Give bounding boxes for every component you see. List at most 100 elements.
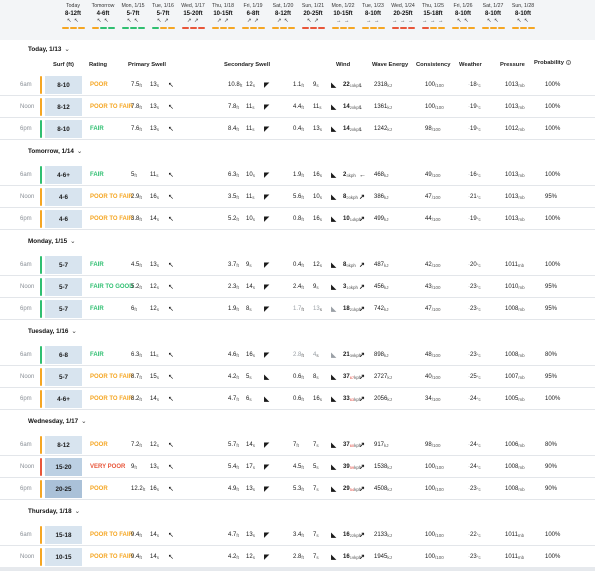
info-icon[interactable]: i <box>565 60 571 65</box>
secondary-swell-direction-icon: ◤ <box>264 464 270 471</box>
forecast-row[interactable]: 6pm 5-7 FAIR 6 ft 12 s ↖ 1.9 ft 8 s ◤ 1.7 ft 13 s ◣ 18 21 kp… <box>0 298 595 320</box>
secondary-swell-period: 14 s <box>246 284 255 290</box>
day-surf-range: 8-10ft <box>484 11 501 17</box>
primary-swell-period: 14 s <box>150 532 159 538</box>
wind-direction-icons: ↗ ↗ <box>186 18 200 24</box>
tertiary-swell-height: 4.4 ft <box>293 104 304 110</box>
secondary-swell-height: 5.2 ft <box>228 216 239 222</box>
chevron-down-icon[interactable]: ⌄ <box>76 148 83 155</box>
forecast-row[interactable]: 6pm 8-10 FAIR 7.6 ft 13 s ↖ 8.4 ft 11 s ◤ 0.4 ft 13 s ◣ 14… <box>0 118 595 140</box>
forecast-row[interactable]: Noon 5-7 POOR TO FAIR 8.7 ft 15 s ↖ 4.2 ft 5 s ◣ 0.6 f… <box>0 366 595 388</box>
tertiary-swell-height: 7 ft <box>293 442 299 448</box>
weather-temp: · 16 °c <box>468 172 481 178</box>
day-strip-item[interactable]: Sat, 1/20 8-12ft ↗ ↖ <box>268 3 298 37</box>
unit-kj: kJ <box>384 194 389 200</box>
tertiary-swell-direction-icon: ◣ <box>331 532 337 539</box>
forecast-row[interactable]: Noon 15-20 VERY POOR 9 ft 13 s ↖ 5.4 ft 17 s ◤ 4.5 ft 5… <box>0 456 595 478</box>
column-header-weather: Weather <box>459 62 482 68</box>
surf-height: 15-20 <box>45 458 82 476</box>
forecast-row[interactable]: 6pm 4-6+ POOR TO FAIR 8.2 ft 14 s ↖ 4.7 ft 6 s ◣ 0.6 f… <box>0 388 595 410</box>
day-strip-item[interactable]: Thu, 1/25 15-18ft → → → <box>418 3 448 37</box>
wind-direction-icons: → → <box>335 18 351 24</box>
forecast-row[interactable]: 6pm 4-6 POOR TO FAIR 3.8 ft 14 s ↖ 5.2 ft 10 s ◤ 0.8 f… <box>0 208 595 230</box>
primary-swell-height: 2.9 ft <box>131 194 142 200</box>
forecast-row[interactable]: 6am 5-7 FAIR 4.5 ft 13 s ↖ 3.7 ft 9 s ◤ 0.4 ft 12 s ◣ 8 9 kp… <box>0 254 595 276</box>
day-section-header[interactable]: Tomorrow, 1/14 ⌄ <box>28 148 82 155</box>
wind-gust: 21 <box>349 306 355 312</box>
rating-bar <box>219 27 227 29</box>
wind-speed-value: 39 <box>343 464 350 470</box>
unit-ft: ft <box>301 216 304 222</box>
forecast-row[interactable]: Noon 4-6 POOR TO FAIR 2.9 ft 16 s ↖ 3.5 ft 11 s ◤ 5.6… <box>0 186 595 208</box>
unit-s: s <box>156 284 159 290</box>
weather-temp: · 24 °c <box>468 396 481 402</box>
unit-s: s <box>252 194 255 200</box>
rating-bar <box>271 27 279 29</box>
chevron-down-icon[interactable]: ⌄ <box>71 328 77 335</box>
unit-ft: ft <box>301 352 304 358</box>
forecast-row[interactable]: 6am 8-12 POOR 7.2 ft 12 s ↖ 5.7 ft 14 s ◤ 7 ft 7 s ◣ 37 60 k… <box>0 434 595 456</box>
forecast-row[interactable]: 6am 15-18 POOR TO FAIR 9.4 ft 14 s ↖ 4.7 ft 13 s ◤ 3.… <box>0 524 595 546</box>
day-strip-item[interactable]: Mon, 1/15 5-7ft ↖ ↖ <box>118 3 148 37</box>
day-strip-item[interactable]: Mon, 1/22 10-15ft → → <box>328 3 358 37</box>
primary-swell-direction-icon: ↖ <box>168 352 174 359</box>
day-section-header[interactable]: Monday, 1/15 ⌄ <box>28 238 75 245</box>
day-strip-item[interactable]: Fri, 1/19 6-8ft ↗ ↗ <box>238 3 268 37</box>
forecast-row[interactable]: 6am 8-10 POOR 7.5 ft 13 s ↖ 10.8 ft 12 s ◤ 1.1 ft 9 s ◣ 22… <box>0 74 595 96</box>
wind-gust: 19 <box>349 554 355 560</box>
day-strip-item[interactable]: Tue, 1/23 8-10ft → → <box>358 3 388 37</box>
forecast-row[interactable]: Noon 10-15 POOR TO FAIR 9.4 ft 14 s ↖ 4.2 ft 12 s ◤ 2… <box>0 546 595 568</box>
primary-swell-period: 16 s <box>150 486 159 492</box>
secondary-swell-period: 11 s <box>246 104 255 110</box>
wind-speed-value: 3 <box>343 284 347 290</box>
day-strip-item[interactable]: Thu, 1/18 10-15ft ↗ ↗ <box>208 3 238 37</box>
day-section-header[interactable]: Thursday, 1/18 ⌄ <box>28 508 80 515</box>
row-time: Noon <box>20 464 35 470</box>
forecast-row[interactable]: 6am 6-8 FAIR 6.3 ft 11 s ↖ 4.6 ft 16 s ◤ 2.8 ft 4 s ◣ 21 39… <box>0 344 595 366</box>
day-strip-item[interactable]: Today 8-12ft ↖ ↖ <box>58 3 88 37</box>
surf-rating: FAIR <box>90 125 104 132</box>
column-header-surf: Surf (ft) <box>53 62 74 68</box>
day-strip-item[interactable]: Wed, 1/17 15-20ft ↗ ↗ <box>178 3 208 37</box>
day-section-title: Wednesday, 1/17 <box>28 418 79 425</box>
surf-rating: POOR TO FAIR <box>90 103 133 110</box>
day-section-header[interactable]: Tuesday, 1/16 ⌄ <box>28 328 77 335</box>
day-strip-item[interactable]: Tue, 1/16 5-7ft ↖ ↗ <box>148 3 178 37</box>
secondary-swell-height: 8.4 ft <box>228 126 239 132</box>
chevron-down-icon[interactable]: ⌄ <box>70 238 76 245</box>
unit-cons: /100 <box>435 82 444 88</box>
unit-kph: kph <box>348 262 356 268</box>
unit-cons: /100 <box>431 216 441 222</box>
tertiary-swell-period: 12 s <box>313 262 322 268</box>
wave-energy: 1361 kJ <box>374 104 392 110</box>
day-strip-item[interactable]: Sun, 1/21 20-25ft ↖ ↗ <box>298 3 328 37</box>
forecast-row[interactable]: 6pm 20-25 POOR 12.2 ft 16 s ↖ 4.9 ft 13 s ◤ 5.3 ft 7 s ◣ 2… <box>0 478 595 500</box>
rating-bar <box>369 27 377 29</box>
wind-direction-icon: ↗ <box>359 396 365 403</box>
day-strip-item[interactable]: Wed, 1/24 20-25ft → → → <box>388 3 418 37</box>
wind-speed-value: 16 <box>343 532 350 538</box>
forecast-row[interactable]: 6am 4-6+ FAIR 5 ft 11 s ↖ 6.3 ft 10 s ◤ 1.9 ft 16 s ◣ 2 3 kp… <box>0 164 595 186</box>
forecast-row[interactable]: Noon 5-7 FAIR TO GOOD 5.2 ft 12 s ↖ 2.3 ft 14 s ◤ 2.4… <box>0 276 595 298</box>
chevron-down-icon[interactable]: ⌄ <box>81 418 87 425</box>
day-strip-item[interactable]: Sat, 1/27 8-10ft ↖ ↖ <box>478 3 508 37</box>
forecast-row[interactable]: Noon 8-12 POOR TO FAIR 7.8 ft 13 s ↖ 7.8 ft 11 s ◤ 4.… <box>0 96 595 118</box>
day-strip-item[interactable]: Sun, 1/28 8-10ft ↖ ↖ <box>508 3 538 37</box>
surf-rating: FAIR <box>90 261 104 268</box>
unit-cons: /100 <box>435 104 444 110</box>
day-section-header[interactable]: Today, 1/13 ⌄ <box>28 46 70 53</box>
weather-icon: · <box>468 262 470 268</box>
surf-height: 8-10 <box>45 76 82 94</box>
rating-color-bar <box>40 548 42 566</box>
chevron-down-icon[interactable]: ⌄ <box>64 46 70 53</box>
tertiary-swell-direction-icon: ◣ <box>331 172 337 179</box>
day-strip-item[interactable]: Fri, 1/26 8-10ft ↖ ↖ <box>448 3 478 37</box>
day-section-header[interactable]: Wednesday, 1/17 ⌄ <box>28 418 86 425</box>
wind-speed-value: 2 <box>343 172 347 178</box>
day-strip-item[interactable]: Tomorrow 4-6ft ↖ ↖ <box>88 3 118 37</box>
chevron-down-icon[interactable]: ⌄ <box>74 508 80 515</box>
primary-swell-direction-icon: ↖ <box>168 216 174 223</box>
